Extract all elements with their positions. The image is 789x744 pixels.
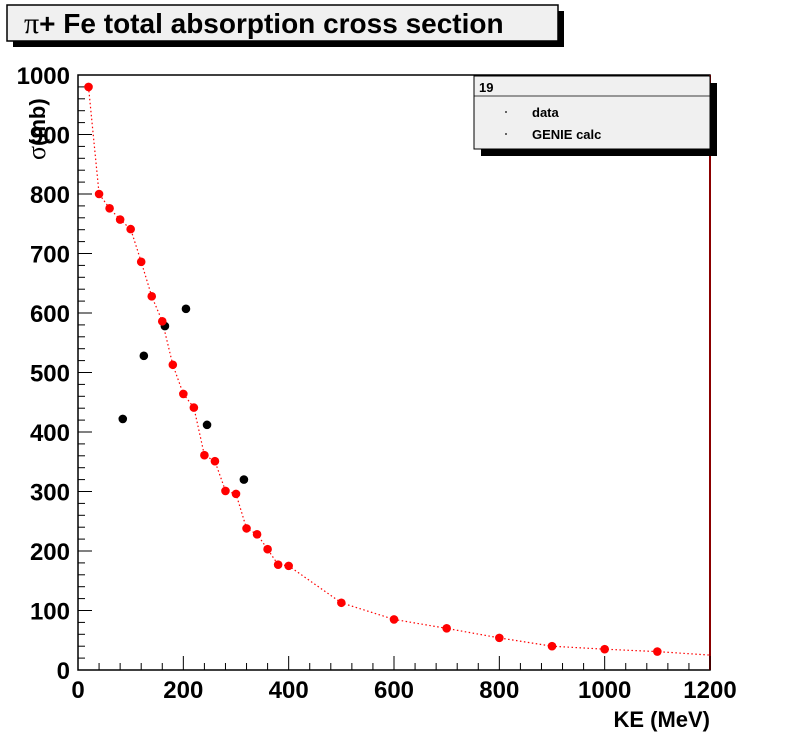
genie-calc-point — [115, 215, 125, 224]
legend-header: 19 — [479, 80, 493, 95]
x-tick-label: 200 — [163, 677, 203, 704]
y-tick-label: 500 — [30, 361, 70, 388]
x-tick-label: 0 — [71, 677, 84, 704]
data-point — [139, 351, 149, 361]
genie-calc-point — [263, 544, 272, 554]
genie-calc-point — [157, 317, 167, 326]
legend-data-marker — [505, 111, 507, 113]
legend-data-label: data — [532, 105, 560, 120]
genie-calc-point — [231, 489, 241, 499]
genie-calc-point — [600, 644, 609, 654]
axes: 0 100 200 300 400 500 600 700 800 900 1000 0 200 400 6… — [17, 63, 737, 704]
legend-calc-label: GENIE calc — [532, 127, 601, 142]
chart-title: π+ Fe total absorption cross section — [24, 7, 504, 40]
plot-area — [77, 74, 711, 671]
genie-calc-point — [105, 203, 114, 213]
genie-calc-point — [210, 456, 220, 466]
title-symbol: π — [24, 7, 39, 40]
genie-calc-line — [87, 86, 711, 656]
legend-frame — [473, 75, 711, 150]
plot-frame — [77, 74, 711, 671]
x-tick-label: 1200 — [683, 677, 736, 704]
genie-calc-point — [653, 647, 662, 656]
y-tick-label: 100 — [30, 599, 70, 626]
y-tick-label: 700 — [30, 242, 70, 269]
y-tick-label: 1000 — [17, 63, 70, 90]
x-tick-label: 400 — [269, 677, 309, 704]
genie-calc-point — [168, 360, 178, 370]
genie-calc-point — [94, 189, 104, 199]
series-layer — [84, 82, 711, 656]
y-tick-label: 600 — [30, 301, 70, 328]
x-axis-title: KE (MeV) — [613, 707, 710, 732]
genie-calc-point — [147, 292, 157, 301]
genie-calc-point — [179, 389, 188, 399]
x-tick-label: 800 — [479, 677, 519, 704]
title-box-frame — [6, 4, 559, 42]
genie-calc-point — [495, 633, 504, 643]
data-point — [202, 420, 212, 430]
y-axis-rest: (mb) — [25, 98, 50, 146]
data-point — [118, 414, 128, 424]
x-tick-label: 600 — [374, 677, 414, 704]
genie-calc-point — [389, 615, 399, 624]
legend-calc-marker — [505, 133, 507, 135]
genie-calc-point — [200, 450, 209, 460]
genie-calc-point — [126, 224, 135, 234]
title-box: π+ Fe total absorption cross section — [6, 4, 564, 47]
data-point — [181, 304, 191, 314]
genie-calc-point — [442, 624, 451, 633]
legend: 19 data GENIE calc — [473, 75, 717, 156]
title-rest: + Fe total absorption cross section — [39, 8, 503, 39]
genie-calc-point — [189, 403, 199, 412]
y-tick-label: 300 — [30, 480, 70, 507]
genie-calc-point — [136, 257, 146, 267]
genie-calc-point — [273, 560, 283, 569]
y-tick-label: 200 — [30, 539, 70, 566]
y-tick-label: 0 — [57, 658, 70, 685]
data-point — [239, 475, 249, 484]
genie-calc-point — [547, 641, 557, 651]
y-tick-label: 400 — [30, 420, 70, 447]
genie-calc-point — [242, 524, 251, 533]
genie-calc-point — [84, 82, 93, 92]
genie-calc-point — [221, 486, 230, 496]
y-tick-label: 800 — [30, 182, 70, 209]
genie-calc-point — [284, 561, 293, 571]
y-tick-label: 900 — [30, 123, 70, 150]
y-axis-symbol: σ — [22, 146, 51, 160]
genie-calc-point — [252, 530, 262, 539]
genie-calc-point — [337, 598, 346, 608]
y-axis-title: σ(mb) — [22, 98, 51, 160]
x-tick-label: 1000 — [578, 677, 631, 704]
